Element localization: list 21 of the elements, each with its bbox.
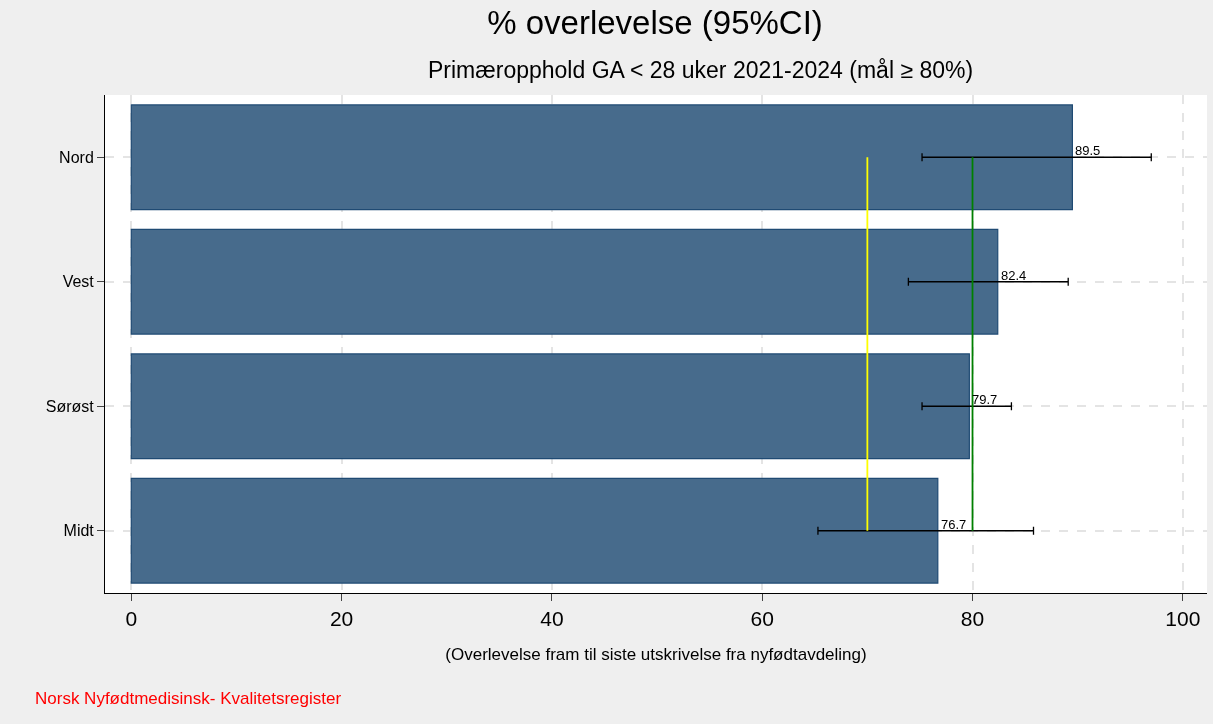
bar	[130, 353, 970, 460]
y-tick-label: Nord	[59, 148, 94, 166]
text: Norsk Nyfødtmedisinsk- Kvalitetsregister	[35, 689, 342, 708]
data-label: 82.4	[1001, 268, 1027, 283]
data-label: 89.5	[1075, 143, 1101, 158]
y-tick-label: Sørøst	[45, 397, 95, 415]
x-tick-label: 20	[329, 607, 354, 631]
x-tick-label: 0	[125, 607, 138, 631]
bar	[130, 477, 939, 584]
bar	[130, 228, 999, 335]
data-label: 76.7	[941, 517, 967, 532]
x-tick-label: 60	[750, 607, 774, 631]
x-tick-label: 40	[540, 607, 564, 631]
x-tick-label: 80	[960, 607, 985, 631]
x-tick-label: 100	[1165, 607, 1201, 631]
chart-subtitle: Primæropphold GA < 28 uker 2021-2024 (mål ≥ 80%)	[428, 57, 974, 83]
chart-title: % overlevelse (95%CI)	[487, 3, 823, 41]
bar	[130, 104, 1073, 211]
y-tick-label: Vest	[62, 273, 95, 291]
x-axis-title: (Overlevelse fram til siste utskrivelse fra nyfødtavdeling)	[445, 644, 867, 664]
y-tick-label: Midt	[63, 522, 95, 540]
